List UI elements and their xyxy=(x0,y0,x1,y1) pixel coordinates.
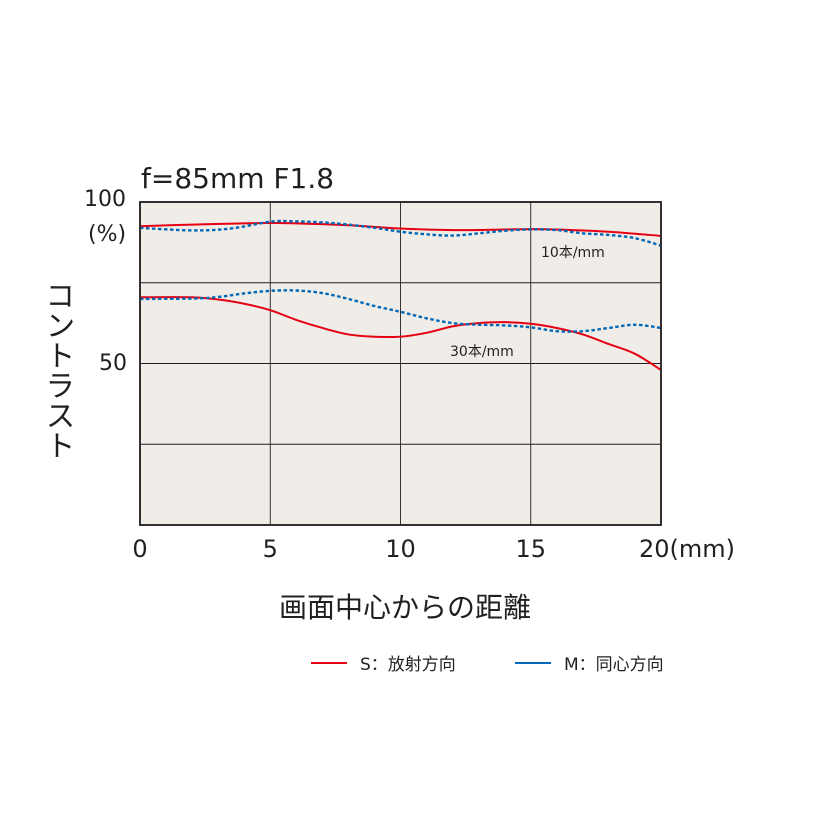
legend-label-s: S：放射方向 xyxy=(360,655,456,675)
x-tick-labels: 0 5 10 15 20(mm) xyxy=(132,535,735,563)
annotation-10lp: 10本/mm xyxy=(541,245,605,261)
x-tick-label-20: 20(mm) xyxy=(639,535,735,563)
x-tick-label-0: 0 xyxy=(132,535,147,563)
y-axis-label: コントラスト xyxy=(40,280,75,460)
series-line-10lp-m xyxy=(139,219,662,247)
x-tick-label-15: 15 xyxy=(515,535,546,563)
y-tick-label-50: 50 xyxy=(99,351,127,376)
legend: S：放射方向 M：同心方向 xyxy=(311,655,664,675)
plot-border xyxy=(139,201,662,526)
series-line-10lp-s xyxy=(139,221,662,237)
x-tick-label-5: 5 xyxy=(263,535,278,563)
x-tick-label-10: 10 xyxy=(385,535,416,563)
grid-layer xyxy=(140,202,661,525)
series-line-30lp-s xyxy=(139,296,662,371)
legend-label-m: M：同心方向 xyxy=(564,655,664,675)
chart-title: f=85mm F1.8 xyxy=(141,162,334,195)
series-layer xyxy=(139,219,662,371)
y-tick-label-100: 100 xyxy=(84,187,126,212)
x-axis-label: 画面中心からの距離 xyxy=(279,591,531,624)
series-line-30lp-m xyxy=(139,289,662,333)
y-tick-label-unit: (%) xyxy=(88,222,126,247)
annotation-30lp: 30本/mm xyxy=(450,344,514,360)
